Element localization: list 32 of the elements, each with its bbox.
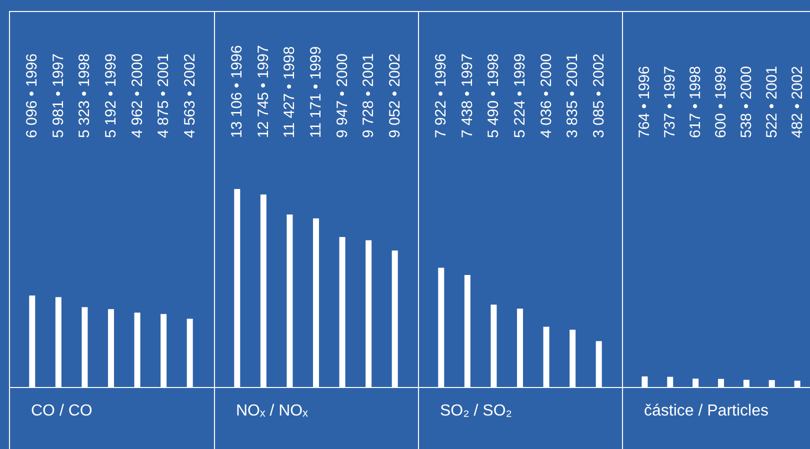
data-label: 482 • 2002: [788, 66, 806, 138]
data-label: 3 085 • 2002: [590, 54, 608, 138]
data-label: 6 096 • 1996: [24, 54, 41, 138]
data-label: 5 323 • 1998: [76, 54, 94, 138]
data-label: 7 922 • 1996: [432, 54, 450, 138]
data-label: 5 224 • 1999: [512, 54, 528, 138]
data-label: 3 835 • 2001: [564, 54, 582, 138]
x-axis-title: SO₂ / SO₂: [440, 402, 512, 420]
data-label: 5 981 • 1997: [50, 54, 67, 138]
data-label: 11 171 • 1999: [308, 46, 324, 138]
data-label: 538 • 2000: [738, 66, 755, 138]
data-label: 600 • 1999: [712, 66, 730, 138]
x-axis-title: částice / Particles: [644, 402, 768, 420]
data-label: 4 875 • 2001: [155, 54, 172, 138]
data-label: 9 728 • 2001: [360, 54, 378, 138]
data-label: 7 438 • 1997: [458, 54, 476, 138]
data-label: 4 962 • 2000: [128, 54, 146, 138]
data-label: 4 036 • 2000: [538, 54, 555, 138]
data-label: 9 947 • 2000: [334, 54, 351, 138]
data-label: 4 563 • 2002: [181, 54, 198, 138]
data-label: 764 • 1996: [636, 66, 654, 138]
data-label: 737 • 1997: [662, 66, 679, 138]
x-axis-title: CO / CO: [31, 402, 92, 420]
data-label: 13 106 • 1996: [228, 45, 246, 138]
x-axis-title: NOₓ / NOₓ: [236, 402, 309, 420]
data-label: 5 490 • 1998: [485, 54, 502, 138]
data-label: 9 052 • 2002: [386, 54, 404, 138]
data-label: 11 427 • 1998: [281, 46, 298, 138]
data-label: 522 • 2001: [763, 66, 780, 138]
data-label: 12 745 • 1997: [254, 45, 272, 138]
data-label: 617 • 1998: [687, 66, 704, 138]
data-label: 5 192 • 1999: [102, 54, 120, 138]
